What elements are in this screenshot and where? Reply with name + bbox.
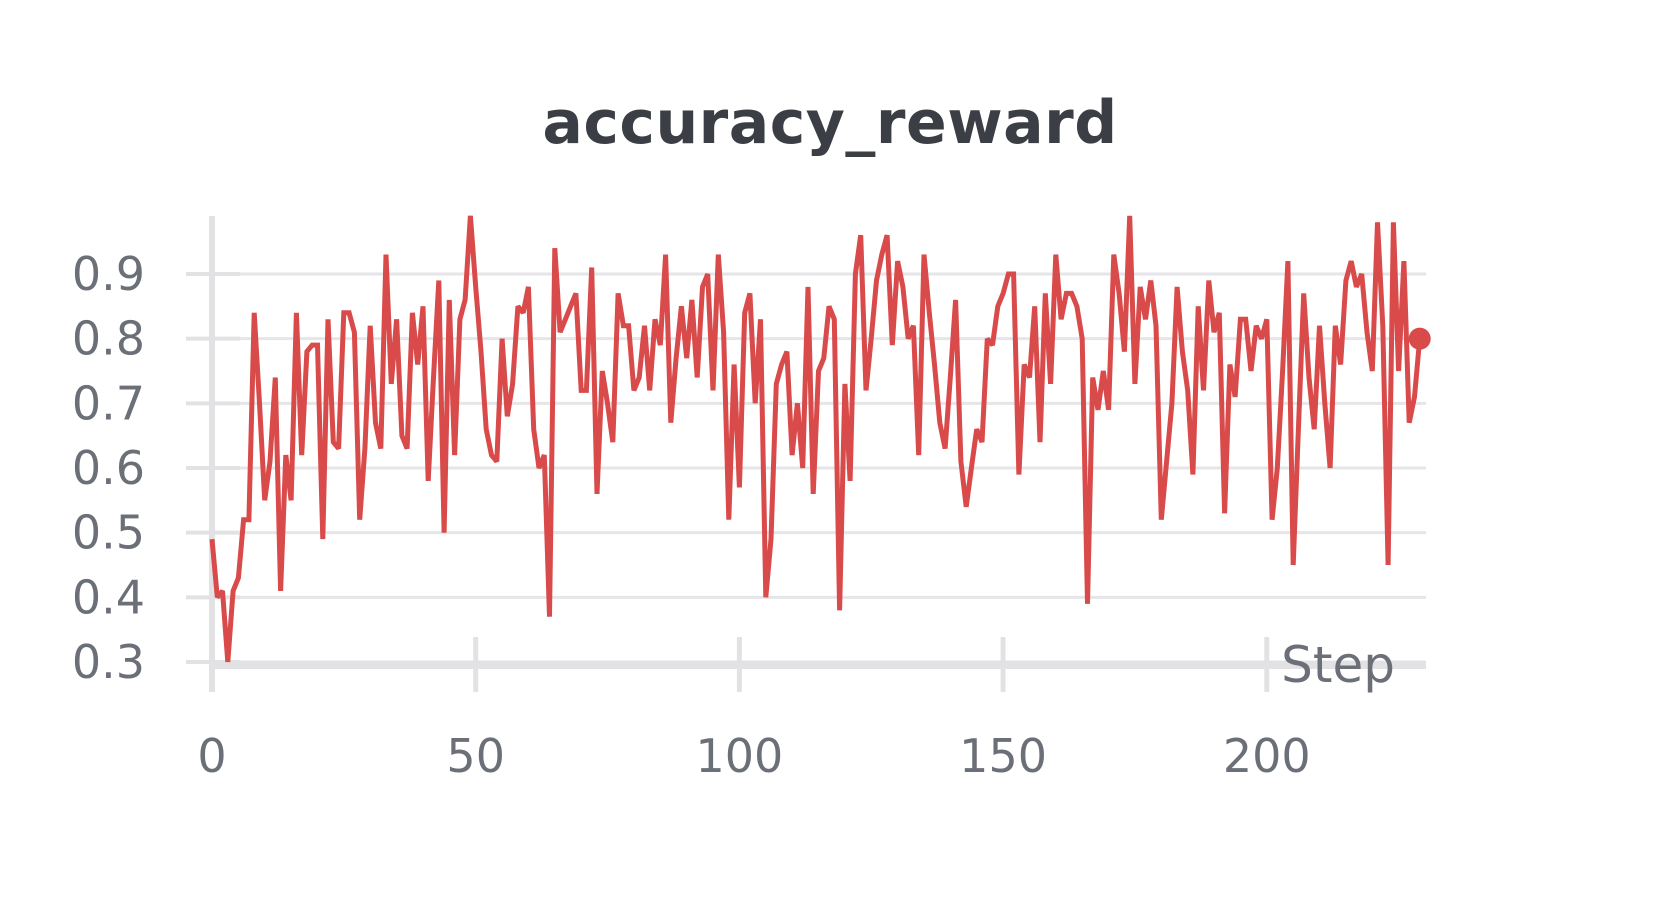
tick-labels: 0.3 0.4 0.5 0.6 0.7 0.8 0.9 0 50 100 150 200	[72, 247, 1311, 783]
series-layer	[209, 215, 1431, 663]
y-tick-label: 0.7	[72, 376, 145, 430]
x-axis-label: Step	[1281, 636, 1395, 694]
x-tick-label: 150	[959, 729, 1047, 783]
series-line	[209, 215, 1423, 663]
axes	[186, 216, 1426, 692]
y-tick-label: 0.6	[72, 441, 145, 495]
y-tick-label: 0.4	[72, 570, 145, 624]
y-tick-label: 0.8	[72, 312, 145, 366]
x-tick-label: 100	[695, 729, 783, 783]
chart-title: accuracy_reward	[542, 88, 1118, 158]
last-point-marker	[1408, 327, 1431, 350]
x-tick-label: 200	[1223, 729, 1311, 783]
y-tick-label: 0.5	[72, 506, 145, 560]
x-tick-label: 0	[197, 729, 226, 783]
y-tick-label: 0.3	[72, 635, 145, 689]
y-tick-label: 0.9	[72, 247, 145, 301]
x-tick-label: 50	[446, 729, 505, 783]
